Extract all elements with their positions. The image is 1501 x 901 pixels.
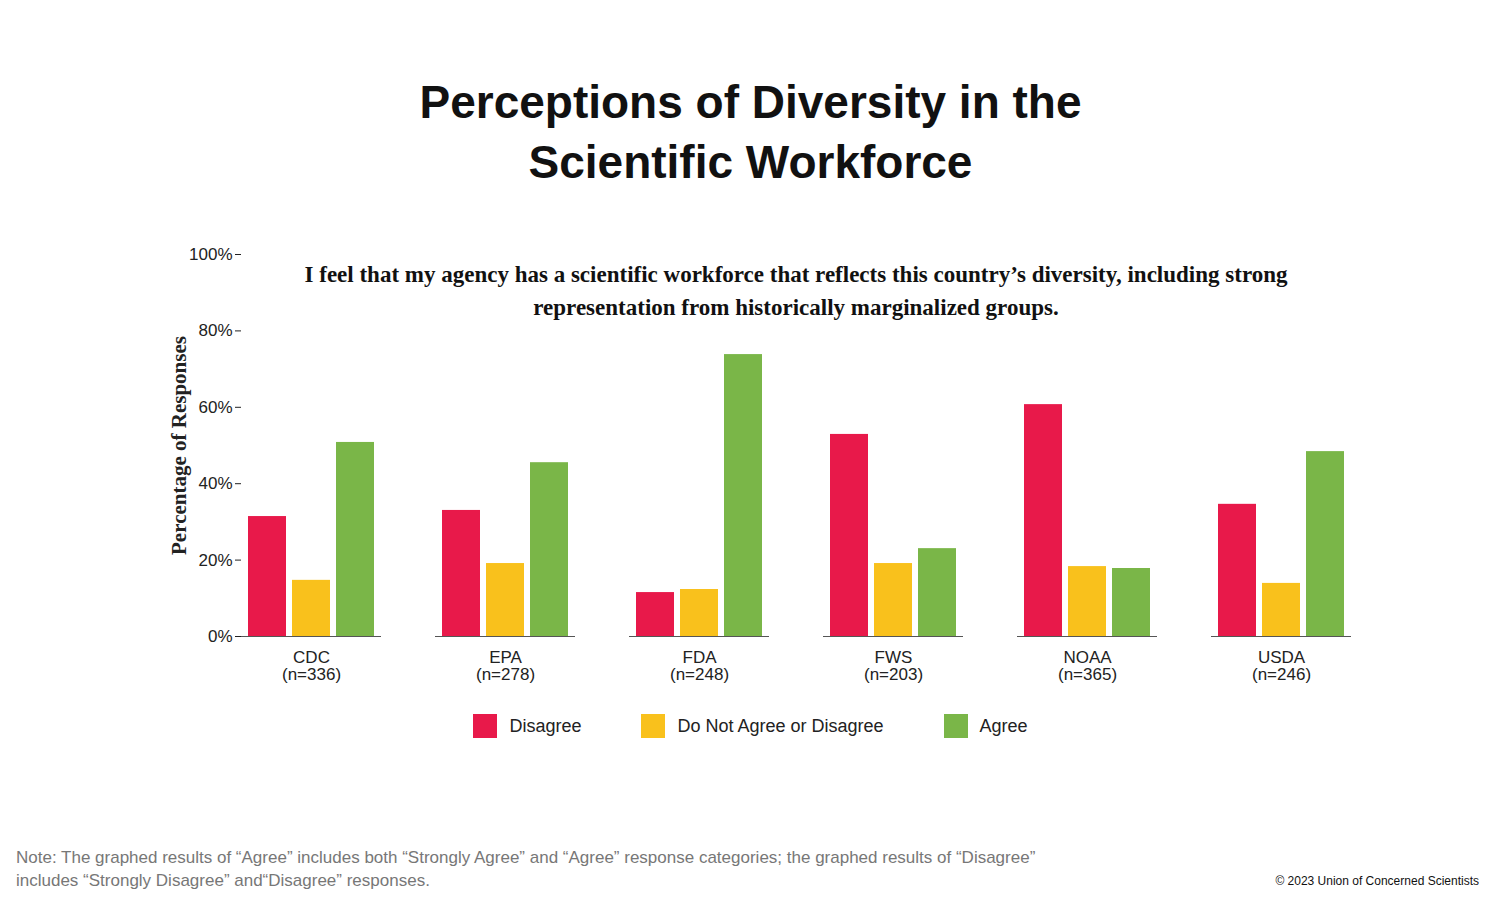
svg-text:FDA(n=248): FDA(n=248) xyxy=(670,648,729,684)
svg-text:CDC(n=336): CDC(n=336) xyxy=(282,648,341,684)
html-text:Note: The graphed results of “: Note: The graphed results of “Agree” inc… xyxy=(16,848,1036,890)
svg-text:40%: 40% xyxy=(198,474,232,493)
svg-text:USDA(n=246): USDA(n=246) xyxy=(1252,648,1311,684)
svg-text:NOAA(n=365): NOAA(n=365) xyxy=(1058,648,1117,684)
html-text:Perceptions of Diversity in th: Perceptions of Diversity in the Scientif… xyxy=(419,76,1082,188)
html-text:Disagree: Disagree xyxy=(509,715,582,736)
svg-text:100%: 100% xyxy=(189,245,232,264)
html-text:I feel that my agency has a sc: I feel that my agency has a scientific w… xyxy=(304,262,1288,320)
svg-text:80%: 80% xyxy=(198,321,232,340)
svg-text:0%: 0% xyxy=(208,627,233,646)
svg-text:FWS(n=203): FWS(n=203) xyxy=(864,648,923,684)
svg-text:EPA(n=278): EPA(n=278) xyxy=(476,648,535,684)
html-text:© 2023 Union of Concerned Scie: © 2023 Union of Concerned Scientists xyxy=(1275,874,1479,888)
svg-text:60%: 60% xyxy=(198,398,232,417)
svg-text:Percentage of Responses: Percentage of Responses xyxy=(167,336,191,555)
svg-text:20%: 20% xyxy=(198,551,232,570)
html-text:Agree: Agree xyxy=(979,715,1028,736)
html-text:Do Not Agree or Disagree: Do Not Agree or Disagree xyxy=(677,715,884,736)
